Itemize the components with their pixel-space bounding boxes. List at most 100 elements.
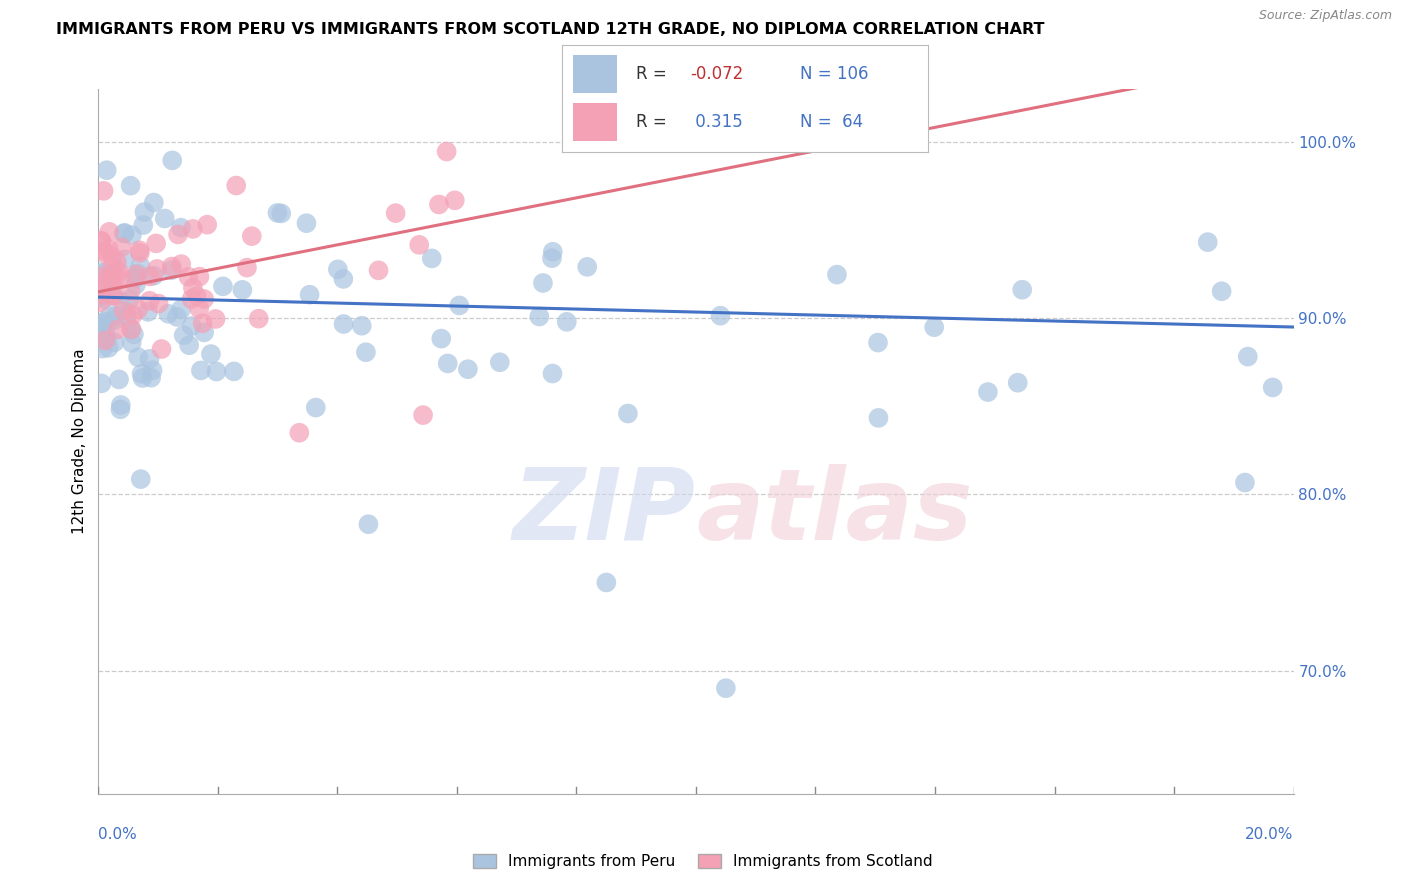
Point — [1233, 475, 1256, 490]
Point — [357, 517, 380, 532]
Point — [332, 317, 354, 331]
Point — [170, 302, 193, 317]
Point — [107, 322, 129, 336]
Point — [89, 295, 111, 310]
Point — [129, 245, 152, 260]
Point — [222, 364, 245, 378]
Text: ZIP: ZIP — [513, 464, 696, 560]
Point — [96, 163, 118, 178]
Point — [167, 227, 190, 242]
Point — [131, 367, 153, 381]
Text: atlas: atlas — [696, 464, 973, 560]
Point — [132, 218, 155, 232]
Point — [204, 312, 226, 326]
Point — [195, 218, 218, 232]
Point — [94, 334, 117, 348]
Point — [90, 265, 112, 279]
Point — [186, 289, 208, 303]
Point — [443, 194, 465, 208]
Point — [179, 338, 201, 352]
Point — [93, 292, 115, 306]
Point — [205, 365, 228, 379]
Point — [305, 401, 328, 415]
Point — [412, 408, 434, 422]
Point — [103, 335, 125, 350]
Point — [114, 252, 136, 267]
Point — [367, 263, 389, 277]
Point — [93, 184, 115, 198]
Legend: Immigrants from Peru, Immigrants from Scotland: Immigrants from Peru, Immigrants from Sc… — [467, 848, 939, 875]
Point — [866, 335, 889, 350]
Point — [408, 237, 430, 252]
Point — [193, 292, 215, 306]
Point — [93, 315, 115, 329]
Point — [120, 285, 142, 299]
Point — [160, 263, 183, 277]
Point — [128, 244, 150, 258]
Point — [170, 220, 193, 235]
Point — [326, 262, 349, 277]
Point — [121, 335, 143, 350]
Point — [108, 372, 131, 386]
Point — [100, 267, 122, 281]
Point — [1261, 380, 1284, 394]
Point — [240, 229, 263, 244]
Point — [142, 268, 165, 283]
Text: 20.0%: 20.0% — [1246, 827, 1294, 841]
Point — [124, 270, 146, 285]
Point — [114, 226, 136, 240]
Point — [555, 315, 578, 329]
Point — [354, 345, 377, 359]
Point — [212, 279, 235, 293]
Point — [384, 206, 406, 220]
Text: R =: R = — [636, 112, 672, 130]
Point — [157, 307, 180, 321]
Point — [101, 250, 124, 264]
Point — [142, 363, 165, 377]
Point — [104, 309, 127, 323]
Point — [868, 410, 890, 425]
Point — [617, 407, 640, 421]
Point — [90, 278, 112, 293]
Point — [120, 322, 142, 336]
Point — [595, 575, 617, 590]
Point — [138, 269, 160, 284]
Point — [127, 302, 149, 317]
Text: 0.0%: 0.0% — [98, 827, 138, 841]
Point — [90, 376, 112, 391]
Point — [131, 371, 153, 385]
Point — [91, 266, 114, 280]
Point — [1236, 350, 1258, 364]
Point — [90, 289, 112, 303]
Point — [97, 270, 120, 285]
Point — [129, 472, 152, 486]
Point — [101, 289, 124, 303]
Point — [420, 252, 443, 266]
Point — [200, 347, 222, 361]
Text: N =  64: N = 64 — [800, 112, 863, 130]
Point — [225, 178, 247, 193]
Point — [922, 320, 945, 334]
Point — [101, 280, 124, 294]
Point — [541, 367, 564, 381]
Point — [266, 206, 288, 220]
Point — [1197, 235, 1219, 249]
Point — [142, 195, 165, 210]
Point — [91, 342, 114, 356]
Point — [101, 260, 124, 275]
Point — [170, 257, 193, 271]
Point — [191, 316, 214, 330]
Bar — [574, 55, 617, 93]
Point — [153, 211, 176, 226]
Text: -0.072: -0.072 — [690, 64, 744, 82]
Point — [94, 322, 117, 336]
Point — [231, 283, 253, 297]
Point — [97, 242, 120, 256]
Point — [136, 305, 159, 319]
Point — [177, 269, 200, 284]
Point — [190, 363, 212, 377]
Point — [107, 264, 129, 278]
Point — [1211, 284, 1233, 298]
Point — [96, 332, 118, 346]
Point — [247, 311, 270, 326]
